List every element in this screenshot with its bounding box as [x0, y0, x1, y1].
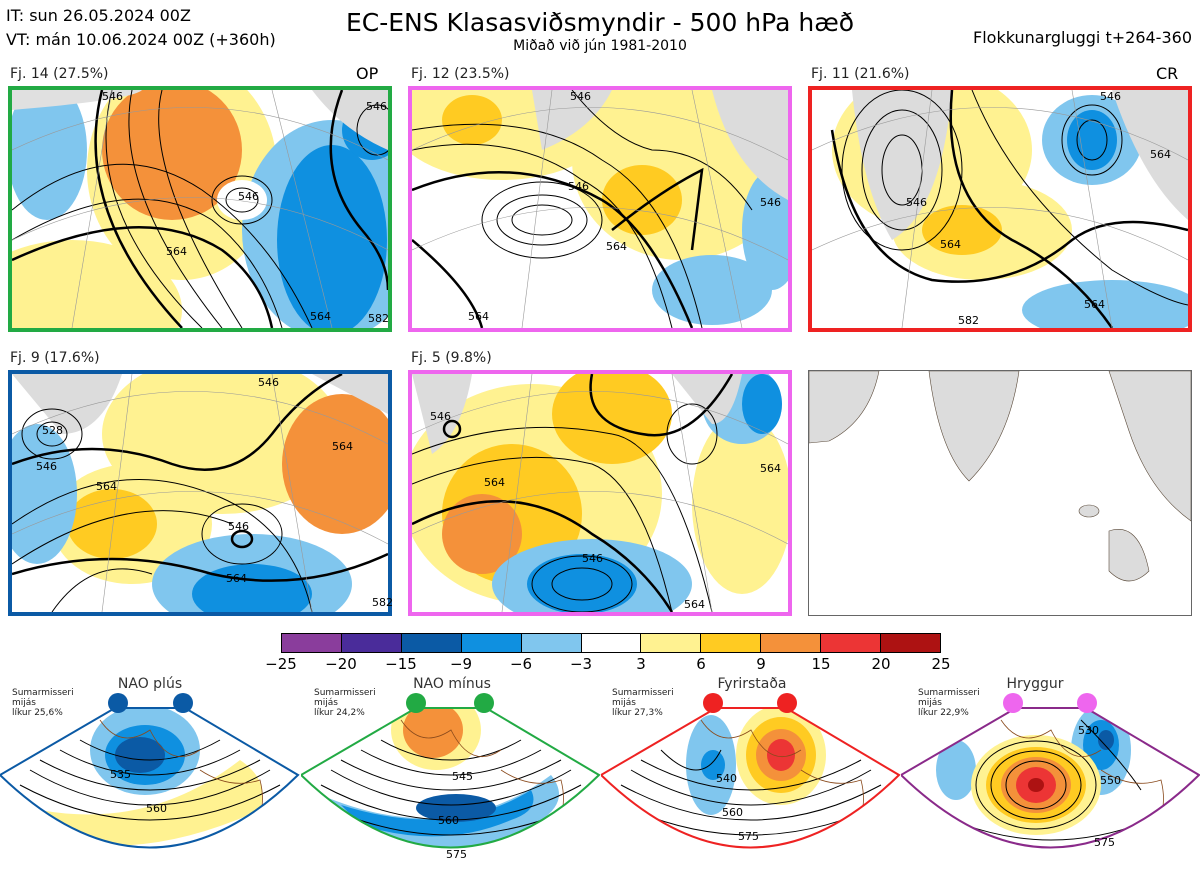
colorbar — [281, 633, 941, 653]
init-time: IT: sun 26.05.2024 00Z — [6, 6, 191, 25]
panel-5-label: Fj. 5 (9.8%) — [411, 350, 492, 366]
colorbar-tick: 25 — [931, 655, 951, 673]
colorbar-swatch — [341, 634, 402, 652]
regime-3-map — [601, 693, 901, 849]
regime-4-map — [901, 693, 1200, 849]
regime-2-map — [301, 693, 601, 849]
colorbar-tick: −3 — [569, 655, 593, 673]
cluster-panel-2 — [408, 86, 792, 332]
panel-3-tag: CR — [1156, 64, 1179, 83]
cluster-panel-3 — [808, 86, 1192, 332]
colorbar-tick: −20 — [325, 655, 357, 673]
cluster-map-2 — [412, 90, 788, 328]
colorbar-tick: 15 — [811, 655, 831, 673]
colorbar-tick: 20 — [871, 655, 891, 673]
regime-3-title: Fyrirstaða — [717, 676, 787, 692]
cluster-map-4 — [12, 374, 388, 612]
colorbar-swatch — [401, 634, 462, 652]
colorbar-swatch — [881, 634, 940, 652]
cluster-panel-1 — [8, 86, 392, 332]
regime-4-note: Sumarmisseri mijás líkur 22,9% — [918, 688, 980, 718]
colorbar-swatch — [761, 634, 822, 652]
regime-3-note: Sumarmisseri mijás líkur 27,3% — [612, 688, 674, 718]
cluster-panel-5 — [408, 370, 792, 616]
colorbar-tick: −9 — [449, 655, 473, 673]
regime-2-note: Sumarmisseri mijás líkur 24,2% — [314, 688, 376, 718]
cluster-panel-4 — [8, 370, 392, 616]
regime-1-map — [0, 693, 300, 849]
colorbar-swatch — [521, 634, 582, 652]
colorbar-tick: 6 — [696, 655, 706, 673]
panel-2-label: Fj. 12 (23.5%) — [411, 66, 510, 82]
base-map — [809, 371, 1191, 615]
cluster-map-5 — [412, 374, 788, 612]
colorbar-swatch — [821, 634, 882, 652]
valid-time: VT: mán 10.06.2024 00Z (+360h) — [6, 30, 276, 49]
page-title: EC-ENS Klasasviðsmyndir - 500 hPa hæð — [345, 8, 855, 37]
colorbar-swatch — [701, 634, 762, 652]
panel-1-label: Fj. 14 (27.5%) — [10, 66, 109, 82]
panel-4-label: Fj. 9 (17.6%) — [10, 350, 100, 366]
colorbar-tick: −6 — [509, 655, 533, 673]
cluster-map-3 — [812, 90, 1188, 328]
regime-4-title: Hryggur — [1006, 676, 1064, 692]
colorbar-tick: −15 — [385, 655, 417, 673]
regime-2-title: NAO mínus — [413, 676, 491, 692]
classification-window: Flokkunargluggi t+264-360 — [973, 28, 1192, 47]
colorbar-tick: −25 — [265, 655, 297, 673]
regime-1-title: NAO plús — [117, 676, 183, 692]
colorbar-swatch — [641, 634, 702, 652]
header-info: IT: sun 26.05.2024 00Z VT: mán 10.06.202… — [6, 4, 276, 52]
colorbar-swatch — [282, 634, 342, 652]
base-map-panel — [808, 370, 1192, 616]
panel-3-label: Fj. 11 (21.6%) — [811, 66, 910, 82]
page-subtitle: Miðað við jún 1981-2010 — [513, 38, 687, 54]
colorbar-tick: 3 — [636, 655, 646, 673]
colorbar-swatch — [581, 634, 642, 652]
colorbar-tick: 9 — [756, 655, 766, 673]
cluster-map-1 — [12, 90, 388, 328]
colorbar-swatch — [461, 634, 522, 652]
panel-1-tag: OP — [356, 64, 379, 83]
regime-1-note: Sumarmisseri mijás líkur 25,6% — [12, 688, 74, 718]
